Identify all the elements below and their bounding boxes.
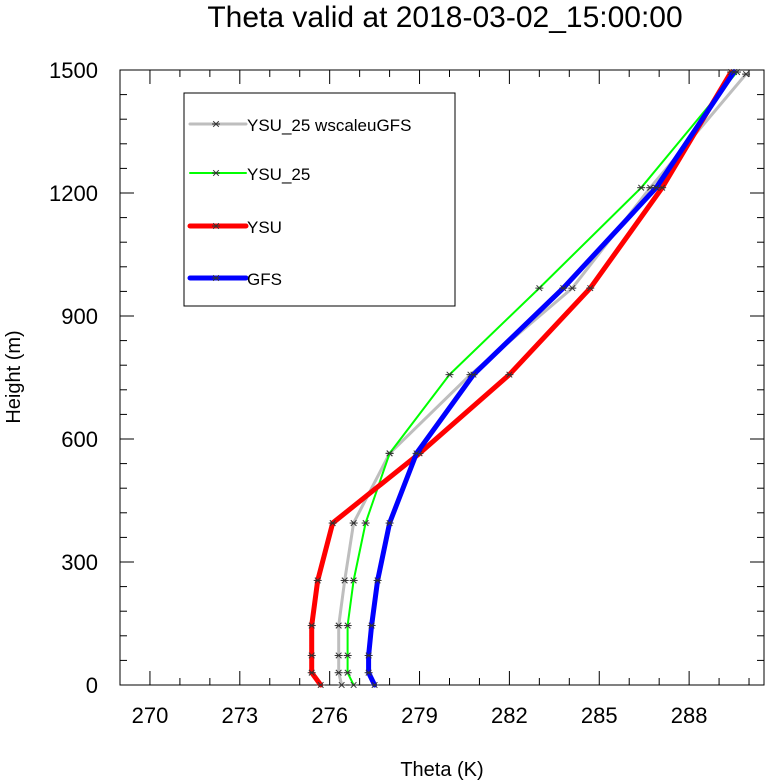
marker-star <box>335 669 342 676</box>
marker-star <box>365 669 372 676</box>
marker-star <box>536 284 543 292</box>
marker-star <box>338 681 345 689</box>
marker-star <box>638 184 645 191</box>
marker-star <box>647 184 654 191</box>
marker-star <box>362 519 369 527</box>
marker-star <box>344 652 351 659</box>
marker-star <box>653 184 660 191</box>
marker-star <box>350 681 357 689</box>
y-tick-label: 1200 <box>49 181 98 206</box>
legend-box <box>183 92 456 307</box>
x-axis-label: Theta (K) <box>400 759 483 781</box>
marker-star <box>365 652 372 659</box>
legend-label: GFS <box>247 270 282 289</box>
axes: 270 273 276 279 282 285 288 0 300 600 900 1200 1500 <box>49 58 765 728</box>
marker-star <box>374 577 381 584</box>
x-tick-label: 270 <box>132 703 169 728</box>
x-tick-label: 288 <box>671 703 708 728</box>
marker-star <box>569 284 576 292</box>
legend-label: YSU <box>247 218 282 237</box>
marker-star <box>212 120 220 128</box>
marker-star <box>335 652 342 659</box>
marker-star <box>308 669 315 676</box>
marker-star <box>212 222 220 230</box>
marker-star <box>371 681 378 689</box>
marker-star <box>335 622 342 629</box>
y-tick-label: 0 <box>86 673 98 698</box>
marker-star <box>730 68 738 76</box>
marker-star <box>314 577 321 584</box>
marker-star <box>386 519 393 527</box>
series-0 <box>334 70 751 689</box>
marker-star <box>742 70 750 78</box>
marker-star <box>212 169 220 177</box>
marker-star <box>317 681 324 689</box>
y-tick-label: 1500 <box>49 58 98 83</box>
legend: YSU_25 wscaleuGFS YSU_25 YSU GFS <box>183 92 456 307</box>
marker-star <box>344 622 351 629</box>
marker-star <box>350 519 357 527</box>
plot-frame <box>119 69 765 686</box>
marker-star <box>341 577 348 584</box>
x-tick-label: 279 <box>401 703 438 728</box>
series-layer <box>307 68 751 689</box>
y-tick-label: 300 <box>61 550 98 575</box>
x-tick-label: 276 <box>311 703 348 728</box>
series-3 <box>364 68 739 689</box>
y-tick-label: 600 <box>61 427 98 452</box>
marker-star <box>386 450 393 457</box>
marker-star <box>350 577 357 584</box>
marker-star <box>308 652 315 659</box>
x-tick-label: 285 <box>581 703 618 728</box>
marker-star <box>446 371 453 378</box>
marker-star <box>368 622 375 629</box>
marker-star <box>212 274 220 282</box>
chart-title: Theta valid at 2018-03-02_15:00:00 <box>207 1 682 34</box>
marker-star <box>329 519 336 527</box>
y-axis-label: Height (m) <box>3 330 25 423</box>
series-1 <box>343 68 742 689</box>
x-tick-label: 273 <box>221 703 258 728</box>
marker-star <box>413 450 420 457</box>
marker-star <box>344 669 351 676</box>
y-tick-label: 900 <box>61 304 98 329</box>
marker-star <box>470 371 477 378</box>
marker-star <box>587 284 594 292</box>
marker-star <box>560 284 567 292</box>
marker-star <box>308 622 315 629</box>
marker-star <box>659 184 666 191</box>
legend-label: YSU_25 wscaleuGFS <box>247 116 411 135</box>
marker-star <box>506 371 513 378</box>
legend-label: YSU_25 <box>247 165 310 184</box>
x-tick-label: 282 <box>491 703 528 728</box>
